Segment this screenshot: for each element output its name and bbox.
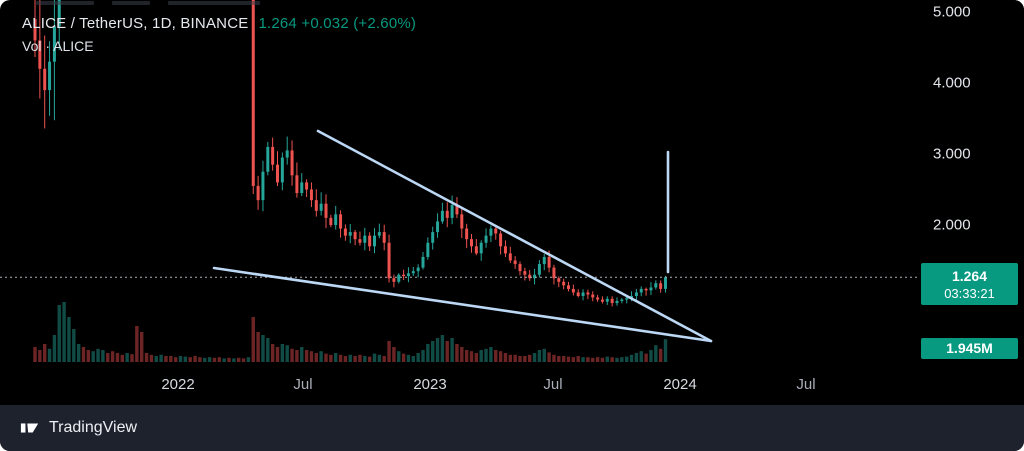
volume-badge: 1.945M bbox=[921, 338, 1018, 359]
time-tick-label: Jul bbox=[796, 376, 816, 393]
time-tick-label: 2024 bbox=[663, 376, 697, 393]
legend-last-price: 1.264 bbox=[258, 15, 297, 32]
cropped-toolbar bbox=[0, 0, 920, 8]
last-price-badge: 1.264 03:33:21 bbox=[921, 263, 1018, 305]
price-tick-label: 2.000 bbox=[933, 216, 971, 234]
time-tick-label: 2022 bbox=[161, 376, 195, 393]
price-tick-label: 4.000 bbox=[933, 74, 971, 92]
volume-study-label[interactable]: Vol · ALICE bbox=[22, 38, 94, 54]
cropped-ui-fragment bbox=[112, 1, 150, 5]
price-tick-label: 5.000 bbox=[933, 3, 971, 21]
price-axis[interactable]: 5.000 4.000 3.000 2.000 1.264 03:33:21 1.94… bbox=[920, 0, 1024, 405]
legend-change: +0.032 (+2.60%) bbox=[301, 15, 417, 32]
tradingview-brand-text[interactable]: TradingView bbox=[49, 419, 138, 436]
last-price-value: 1.264 bbox=[951, 267, 988, 284]
chart-legend[interactable]: ALICE / TetherUS, 1D, BINANCE 1.264 +0.03… bbox=[22, 16, 416, 53]
time-tick-label: 2023 bbox=[413, 376, 447, 393]
price-chart-canvas[interactable] bbox=[0, 0, 920, 372]
cropped-ui-fragment bbox=[36, 1, 94, 5]
time-axis[interactable]: 2022 Jul 2023 Jul 2024 Jul bbox=[0, 372, 920, 402]
time-tick-label: Jul bbox=[543, 376, 563, 393]
price-tick-label: 3.000 bbox=[933, 145, 971, 163]
time-tick-label: Jul bbox=[293, 376, 313, 393]
symbol-title[interactable]: ALICE / TetherUS, 1D, BINANCE bbox=[22, 15, 249, 32]
footer-bar: TradingView bbox=[0, 405, 1024, 451]
tradingview-logo-icon[interactable] bbox=[20, 418, 40, 438]
candle-countdown: 03:33:21 bbox=[944, 285, 995, 301]
cropped-ui-fragment bbox=[168, 1, 260, 5]
